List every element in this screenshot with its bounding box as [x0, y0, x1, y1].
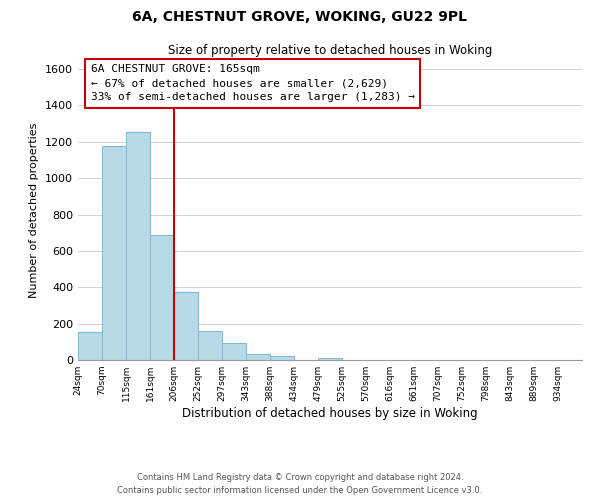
Bar: [150, 234, 174, 360]
Bar: [198, 331, 222, 360]
Text: 6A CHESTNUT GROVE: 165sqm
← 67% of detached houses are smaller (2,629)
33% of se: 6A CHESTNUT GROVE: 165sqm ← 67% of detac…: [91, 64, 415, 102]
Bar: [126, 132, 150, 360]
Bar: [222, 343, 246, 360]
Bar: [318, 358, 342, 360]
Bar: [270, 356, 294, 360]
Bar: [174, 292, 198, 360]
X-axis label: Distribution of detached houses by size in Woking: Distribution of detached houses by size …: [182, 407, 478, 420]
Bar: [78, 332, 102, 360]
Y-axis label: Number of detached properties: Number of detached properties: [29, 122, 40, 298]
Bar: [246, 354, 270, 360]
Text: Contains HM Land Registry data © Crown copyright and database right 2024.
Contai: Contains HM Land Registry data © Crown c…: [118, 474, 482, 495]
Title: Size of property relative to detached houses in Woking: Size of property relative to detached ho…: [168, 44, 492, 58]
Bar: [102, 146, 126, 360]
Text: 6A, CHESTNUT GROVE, WOKING, GU22 9PL: 6A, CHESTNUT GROVE, WOKING, GU22 9PL: [133, 10, 467, 24]
